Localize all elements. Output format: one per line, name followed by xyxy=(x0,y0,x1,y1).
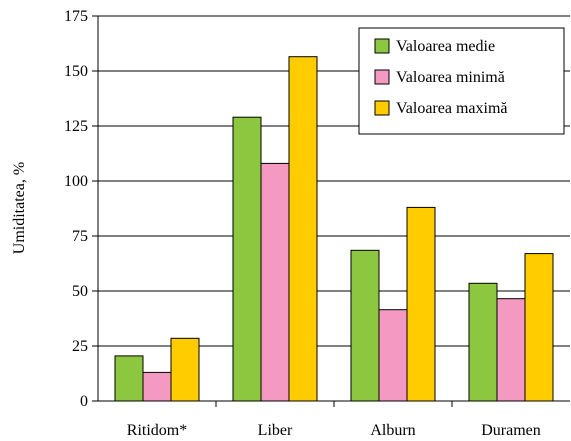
bar-liber-series-2 xyxy=(288,56,318,402)
legend-box xyxy=(358,27,565,135)
y-tick-label: 150 xyxy=(64,63,88,80)
category-labels: Ritidom* Liber Alburn Duramen xyxy=(127,422,541,439)
y-tick-label: 75 xyxy=(72,228,88,245)
y-axis-title: Umiditatea, % xyxy=(11,162,28,254)
gridlines xyxy=(98,15,570,347)
legend-swatch xyxy=(374,100,390,116)
legend: Valoarea medie Valoarea minimă Valoarea ma… xyxy=(358,27,565,135)
bar-duramen-series-1 xyxy=(496,298,526,402)
y-tick-label: 125 xyxy=(64,118,88,135)
y-tick-labels: 0 25 50 75 100 125 150 175 xyxy=(64,8,88,410)
category-label: Alburn xyxy=(370,422,415,439)
y-tick-label: 50 xyxy=(72,283,88,300)
bar-duramen-series-0 xyxy=(468,282,498,402)
bar-alburn-series-1 xyxy=(378,309,408,402)
y-tick-label: 0 xyxy=(80,393,88,410)
bars xyxy=(114,56,554,402)
legend-swatch xyxy=(374,38,390,54)
category-label: Ritidom* xyxy=(127,422,187,439)
bar-liber-series-0 xyxy=(232,116,262,402)
y-tick-label: 25 xyxy=(72,338,88,355)
bar-alburn-series-0 xyxy=(350,249,380,402)
legend-swatch xyxy=(374,69,390,85)
axes xyxy=(92,15,570,407)
y-tick-label: 175 xyxy=(64,8,88,25)
category-label: Liber xyxy=(258,422,293,439)
bar-duramen-series-2 xyxy=(524,253,554,402)
bar-liber-series-1 xyxy=(260,162,290,402)
legend-label: Valoarea minimă xyxy=(396,69,505,86)
y-tick-label: 100 xyxy=(64,173,88,190)
legend-label: Valoarea maximă xyxy=(396,100,508,117)
bar-ritidom-series-2 xyxy=(170,337,200,402)
category-label: Duramen xyxy=(481,422,541,439)
legend-label: Valoarea medie xyxy=(396,38,495,55)
bar-ritidom-series-1 xyxy=(142,371,172,402)
bar-alburn-series-2 xyxy=(406,206,436,402)
bar-ritidom-series-0 xyxy=(114,355,144,402)
